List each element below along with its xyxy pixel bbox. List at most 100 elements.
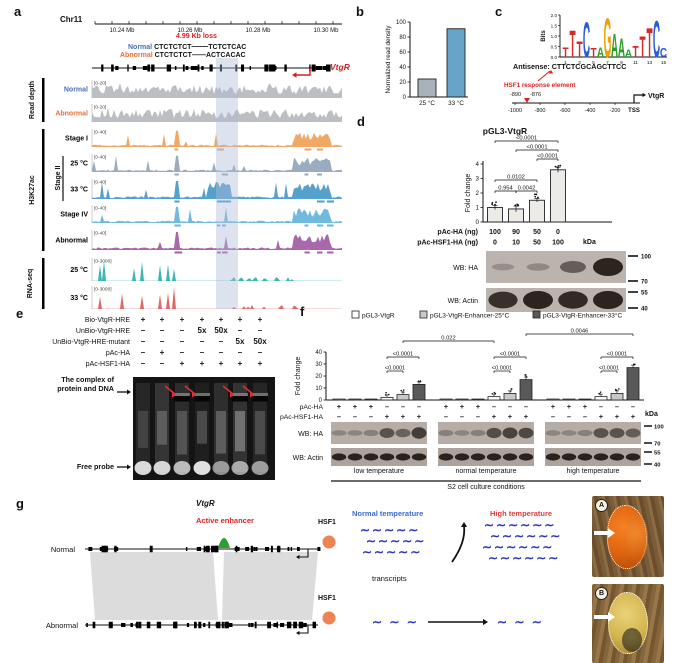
emsa-lane-value: + xyxy=(200,359,205,368)
lane-smear xyxy=(214,383,228,472)
emsa-lane-value: – xyxy=(238,326,243,335)
exon xyxy=(209,64,213,72)
wb-actin-strip xyxy=(331,448,427,466)
peak-call xyxy=(217,251,221,254)
data-point xyxy=(400,389,403,392)
wb-band xyxy=(518,427,534,439)
logo-letter-C: C xyxy=(583,11,590,68)
bar xyxy=(348,398,362,401)
panel-letter-c: c xyxy=(495,4,503,19)
hre-site-marker xyxy=(524,98,530,103)
wb-band xyxy=(526,263,550,271)
peak-call xyxy=(222,200,231,203)
hsf1-protein xyxy=(322,611,336,625)
free-probe-band xyxy=(193,461,211,475)
antisense-sequence: Antisense: CTTCTCGCAGCTTCC xyxy=(513,62,627,71)
exon xyxy=(235,64,238,72)
peak-call xyxy=(304,173,309,176)
rect xyxy=(255,411,265,455)
read-density-bar-chart: 0 20 40 60 80 100 Normalized read density 25 °C… xyxy=(385,20,468,107)
deleted-region-highlight xyxy=(216,58,238,309)
y-tick: 80 xyxy=(399,35,406,41)
track-label: Stage IV xyxy=(60,212,88,219)
exon xyxy=(207,545,210,553)
exon xyxy=(297,547,300,551)
peak-call xyxy=(217,200,225,203)
high-temp-label: High temperature xyxy=(490,509,552,518)
transcript-waves: ∼∼∼∼∼∼ xyxy=(488,551,560,565)
exon xyxy=(241,66,243,70)
peak-call xyxy=(217,148,224,151)
exon xyxy=(276,621,279,629)
data-point xyxy=(615,389,618,392)
logo-x-tick: 11 xyxy=(633,60,638,66)
bits-tick: 1.0 xyxy=(551,34,558,39)
exon xyxy=(241,64,245,72)
plasmid-row-label: pAc-HSF1-HA xyxy=(280,414,324,421)
kda-mark: 70 xyxy=(641,280,648,286)
emsa-lane-value: – xyxy=(258,348,263,357)
track-signal xyxy=(92,260,342,281)
data-point xyxy=(524,374,526,376)
ovary-abnormal-blob xyxy=(608,592,648,654)
seq-abnormal-label: Abnormal xyxy=(120,52,153,59)
normal-temp-label: Normal temperature xyxy=(352,509,423,518)
wb-band xyxy=(625,428,641,438)
promoter-tick: -1000 xyxy=(508,108,522,114)
exon xyxy=(216,621,221,629)
free-probe-band xyxy=(212,461,230,475)
active-enhancer-label: Active enhancer xyxy=(196,516,254,525)
free-probe-label: Free probe xyxy=(77,462,114,471)
peak-call xyxy=(222,224,226,227)
y-tick: 40 xyxy=(399,65,406,71)
wb-band xyxy=(347,453,363,461)
exon xyxy=(194,623,197,627)
transcript-waves: ∼∼∼∼∼ xyxy=(366,534,426,548)
exon xyxy=(318,66,323,70)
logo-letter-T: T xyxy=(646,20,652,67)
wb-band xyxy=(488,291,518,309)
emsa-row-label: pAc-HA xyxy=(106,350,130,357)
kda-label: kDa xyxy=(645,411,658,418)
chromosome-label: Chr11 xyxy=(60,15,83,24)
data-point xyxy=(534,195,537,198)
emsa-lane-value: + xyxy=(180,359,185,368)
emsa-lane-value: + xyxy=(258,315,263,324)
group-bar xyxy=(42,78,45,122)
transcript-waves: ∼∼∼∼∼∼ xyxy=(490,529,562,543)
track-label: Stage I xyxy=(65,136,88,143)
data-point xyxy=(417,380,420,382)
track-signal xyxy=(92,206,342,223)
lane-smear xyxy=(233,383,247,472)
wb-band xyxy=(395,453,411,461)
logo-x-tick: 13 xyxy=(647,60,653,66)
stage2-label: Stage II xyxy=(55,166,62,191)
wb-band xyxy=(561,430,577,436)
condition-label: normal temperature xyxy=(455,468,516,475)
emsa-lane-value: – xyxy=(219,337,224,346)
transcript-waves: ∼∼∼∼∼ xyxy=(362,545,422,559)
kda-mark: 55 xyxy=(654,450,661,456)
exon xyxy=(104,547,108,551)
track-label: Normal xyxy=(64,87,88,94)
wb-band xyxy=(545,453,561,461)
arrowhead-icon xyxy=(250,392,254,398)
plasmid-sign: – xyxy=(444,412,448,421)
abnormal-label: Abnormal xyxy=(46,621,78,630)
group-label: H3K27ac xyxy=(29,175,36,205)
wb-band xyxy=(363,429,379,437)
increase-arrow xyxy=(451,525,466,563)
plasmid-sign: – xyxy=(385,402,389,411)
exon xyxy=(185,66,189,70)
data-point xyxy=(599,391,602,393)
wb-label: WB: Actin xyxy=(448,298,478,305)
wb-band xyxy=(331,453,347,461)
data-point xyxy=(537,196,539,199)
exon xyxy=(315,66,320,70)
track-signal xyxy=(92,130,342,147)
data-point xyxy=(419,380,422,383)
rect xyxy=(216,411,226,454)
emsa-lane-value: – xyxy=(200,348,205,357)
y-tick: 100 xyxy=(396,20,407,26)
emsa-lane-value: – xyxy=(141,348,146,357)
